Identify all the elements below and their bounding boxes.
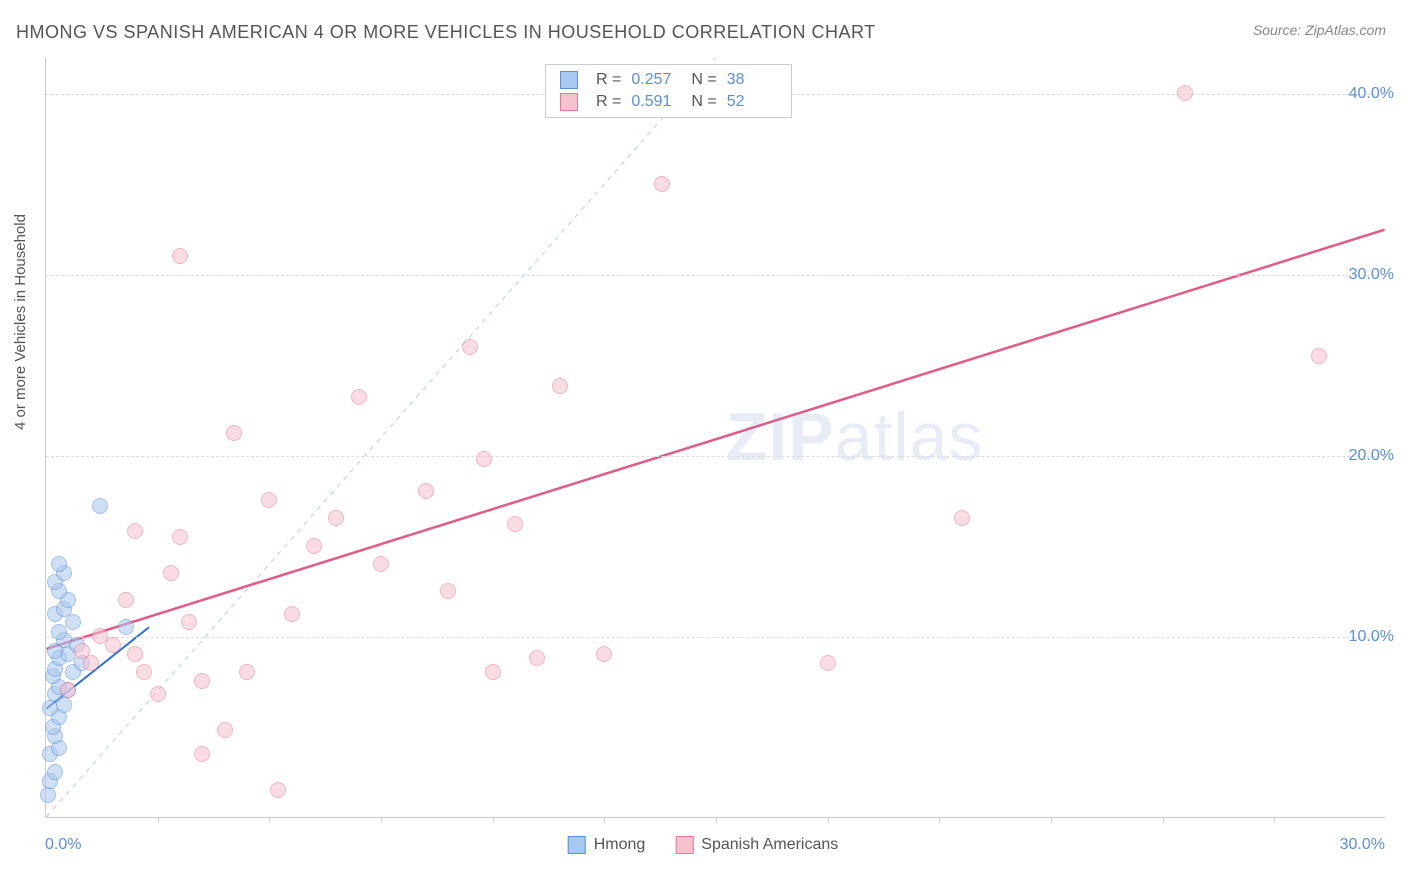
data-point <box>1311 348 1327 364</box>
watermark: ZIPatlas <box>726 398 983 476</box>
legend-item: Hmong <box>568 836 646 854</box>
data-point <box>284 606 300 622</box>
data-point <box>47 764 63 780</box>
data-point <box>507 516 523 532</box>
x-minor-tick <box>158 817 159 823</box>
legend-swatch <box>560 71 578 89</box>
data-point <box>270 782 286 798</box>
plot-area: ZIPatlas <box>45 58 1385 818</box>
data-point <box>373 556 389 572</box>
data-point <box>226 425 242 441</box>
data-point <box>118 592 134 608</box>
x-tick-label: 0.0% <box>45 836 81 854</box>
y-axis-label: 4 or more Vehicles in Household <box>12 214 29 430</box>
x-minor-tick <box>493 817 494 823</box>
data-point <box>150 686 166 702</box>
x-minor-tick <box>1163 817 1164 823</box>
y-tick-label: 20.0% <box>1349 447 1394 465</box>
x-minor-tick <box>939 817 940 823</box>
chart-title: HMONG VS SPANISH AMERICAN 4 OR MORE VEHI… <box>16 22 876 43</box>
data-point <box>127 646 143 662</box>
data-point <box>92 498 108 514</box>
x-minor-tick <box>716 817 717 823</box>
data-point <box>181 614 197 630</box>
gridline-h <box>46 456 1385 457</box>
data-point <box>328 510 344 526</box>
y-tick-label: 40.0% <box>1349 85 1394 103</box>
gridline-h <box>46 637 1385 638</box>
x-minor-tick <box>269 817 270 823</box>
x-minor-tick <box>828 817 829 823</box>
n-label: N = <box>691 93 716 111</box>
n-value: 52 <box>727 93 777 111</box>
data-point <box>440 583 456 599</box>
data-point <box>40 787 56 803</box>
data-point <box>136 664 152 680</box>
n-label: N = <box>691 71 716 89</box>
data-point <box>306 538 322 554</box>
data-point <box>217 722 233 738</box>
legend-correlation-box: R = 0.257 N = 38 R = 0.591 N = 52 <box>545 64 792 118</box>
data-point <box>239 664 255 680</box>
data-point <box>596 646 612 662</box>
legend-correlation-row: R = 0.257 N = 38 <box>546 69 791 91</box>
data-point <box>60 682 76 698</box>
data-point <box>552 378 568 394</box>
data-point <box>118 619 134 635</box>
chart-source: Source: ZipAtlas.com <box>1253 22 1386 38</box>
data-point <box>194 673 210 689</box>
data-point <box>105 637 121 653</box>
data-point <box>261 492 277 508</box>
legend-item: Spanish Americans <box>675 836 838 854</box>
y-tick-label: 10.0% <box>1349 628 1394 646</box>
y-tick-label: 30.0% <box>1349 266 1394 284</box>
data-point <box>351 389 367 405</box>
legend-label: Spanish Americans <box>701 836 838 853</box>
data-point <box>529 650 545 666</box>
data-point <box>51 624 67 640</box>
legend-swatch <box>568 836 586 854</box>
data-point <box>127 523 143 539</box>
x-tick-label: 30.0% <box>1340 836 1385 854</box>
r-label: R = <box>596 93 621 111</box>
gridline-h <box>46 275 1385 276</box>
data-point <box>172 248 188 264</box>
data-point <box>163 565 179 581</box>
r-value: 0.591 <box>631 93 681 111</box>
n-value: 38 <box>727 71 777 89</box>
legend-correlation-row: R = 0.591 N = 52 <box>546 91 791 113</box>
data-point <box>485 664 501 680</box>
legend-swatch <box>560 93 578 111</box>
data-point <box>654 176 670 192</box>
legend-label: Hmong <box>594 836 646 853</box>
r-label: R = <box>596 71 621 89</box>
legend-bottom: Hmong Spanish Americans <box>568 836 839 854</box>
data-point <box>462 339 478 355</box>
data-point <box>172 529 188 545</box>
data-point <box>954 510 970 526</box>
data-point <box>476 451 492 467</box>
data-point <box>820 655 836 671</box>
x-minor-tick <box>381 817 382 823</box>
x-minor-tick <box>1274 817 1275 823</box>
data-point <box>51 556 67 572</box>
data-point <box>92 628 108 644</box>
x-minor-tick <box>1051 817 1052 823</box>
data-point <box>74 643 90 659</box>
legend-swatch <box>675 836 693 854</box>
r-value: 0.257 <box>631 71 681 89</box>
trend-lines-layer <box>46 58 1385 817</box>
x-minor-tick <box>604 817 605 823</box>
data-point <box>418 483 434 499</box>
data-point <box>1177 85 1193 101</box>
data-point <box>194 746 210 762</box>
